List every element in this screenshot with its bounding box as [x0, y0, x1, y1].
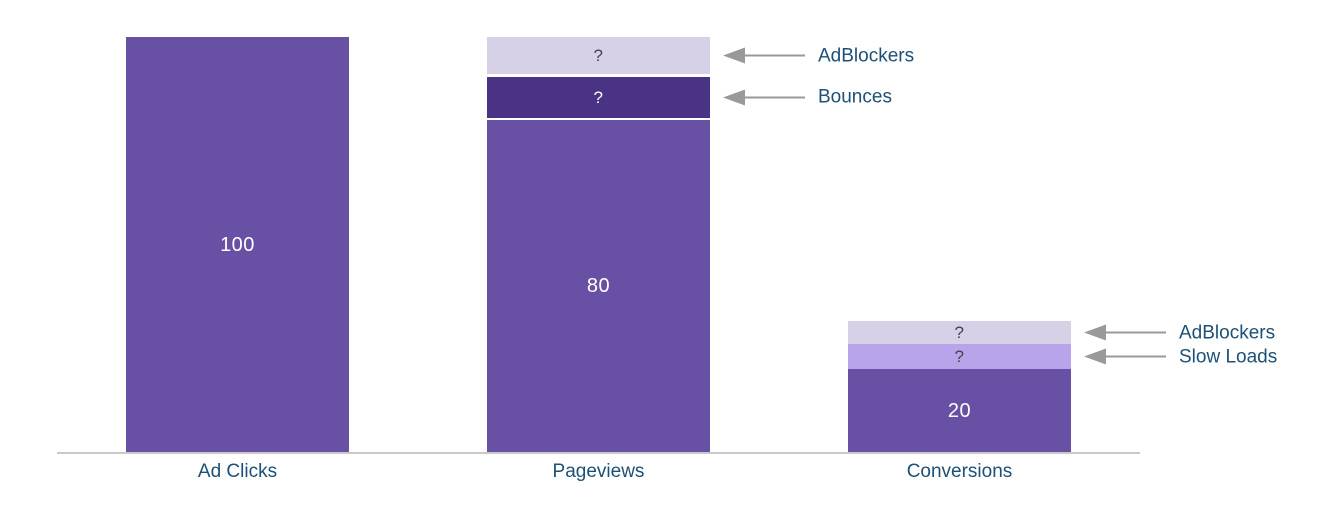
arrow-tail-line [1106, 331, 1166, 334]
arrow-left-icon [1084, 348, 1106, 365]
segment-value-label: ? [954, 323, 965, 343]
annotation-bounces-pageviews: Bounces [723, 88, 892, 107]
category-label-ad-clicks: Ad Clicks [197, 461, 278, 482]
annotation-label: Bounces [818, 86, 892, 108]
bar-segment-ad-clicks-ad-clicks: 100 [126, 37, 349, 452]
annotation-slow-loads-conversions: Slow Loads [1084, 347, 1277, 366]
bar-segment-pageviews-adblockers: ? [487, 37, 710, 75]
category-label-pageviews: Pageviews [552, 461, 645, 482]
segment-value-label: ? [593, 46, 604, 66]
category-label-conversions: Conversions [906, 461, 1013, 482]
arrow-tail-line [745, 96, 805, 99]
segment-value-label: ? [954, 347, 965, 367]
segment-value-label: 100 [220, 233, 255, 256]
arrow-tail-line [745, 54, 805, 57]
segment-value-label: 80 [586, 275, 611, 297]
segment-value-label: ? [593, 87, 604, 107]
x-axis-line [57, 452, 1140, 454]
annotation-label: Slow Loads [1179, 346, 1278, 368]
arrow-left-icon [723, 89, 745, 106]
bar-segment-conversions-slow-loads: ? [848, 344, 1071, 369]
arrow-left-icon [1084, 324, 1106, 341]
bar-segment-conversions-adblockers: ? [848, 321, 1071, 345]
annotation-label: AdBlockers [1179, 322, 1276, 344]
bar-segment-conversions-conversions: 20 [848, 369, 1071, 452]
annotation-adblockers-conversions: AdBlockers [1084, 323, 1275, 342]
arrow-tail-line [1106, 355, 1166, 358]
annotation-adblockers-pageviews: AdBlockers [723, 46, 914, 65]
arrow-left-icon [723, 47, 745, 64]
annotation-label: AdBlockers [818, 45, 915, 67]
bar-segment-pageviews-pageviews: 80 [487, 120, 710, 452]
segment-value-label: 20 [947, 399, 972, 422]
bar-segment-pageviews-bounces: ? [487, 76, 710, 118]
